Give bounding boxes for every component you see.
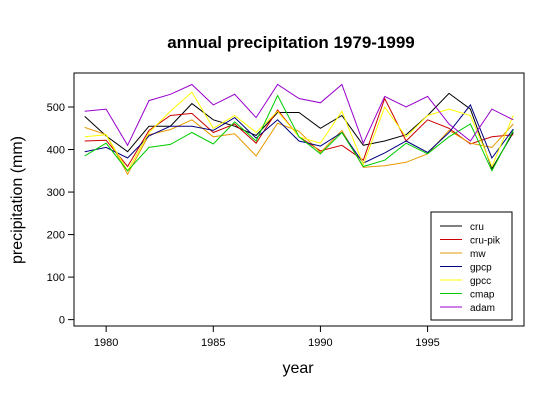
y-axis-label: precipitation (mm) <box>9 136 26 264</box>
x-tick-label: 1995 <box>415 337 439 349</box>
series-line-adam <box>84 83 514 147</box>
legend-label-cru-pik: cru-pik <box>470 236 501 247</box>
x-tick-label: 1990 <box>308 337 332 349</box>
x-tick-label: 1985 <box>201 337 225 349</box>
y-tick-label: 200 <box>47 230 65 242</box>
legend-label-mw: mw <box>470 249 486 260</box>
legend-label-cmap: cmap <box>470 290 495 301</box>
legend-label-gpcc: gpcc <box>470 276 491 287</box>
x-axis-label: year <box>282 360 314 377</box>
chart-title: annual precipitation 1979-1999 <box>167 33 415 52</box>
series-line-cmap <box>84 94 514 172</box>
series-line-cru <box>84 92 514 170</box>
y-tick-label: 0 <box>59 315 65 327</box>
x-axis: 1980 1985 1990 1995 <box>94 326 440 349</box>
legend-label-gpcp: gpcp <box>470 263 492 274</box>
series-line-gpcp <box>84 103 514 164</box>
series-lines <box>84 83 514 176</box>
y-tick-label: 300 <box>47 187 65 199</box>
legend-label-cru: cru <box>470 222 484 233</box>
legend-label-adam: adam <box>470 303 495 314</box>
y-tick-label: 100 <box>47 272 65 284</box>
plot-frame <box>73 72 525 327</box>
x-tick-label: 1980 <box>94 337 118 349</box>
legend: cru cru-pik mw gpcp gpcc cmap adam <box>430 211 513 321</box>
y-axis: 0 100 200 300 400 500 <box>47 102 74 327</box>
y-tick-label: 500 <box>47 102 65 114</box>
y-tick-label: 400 <box>47 145 65 157</box>
